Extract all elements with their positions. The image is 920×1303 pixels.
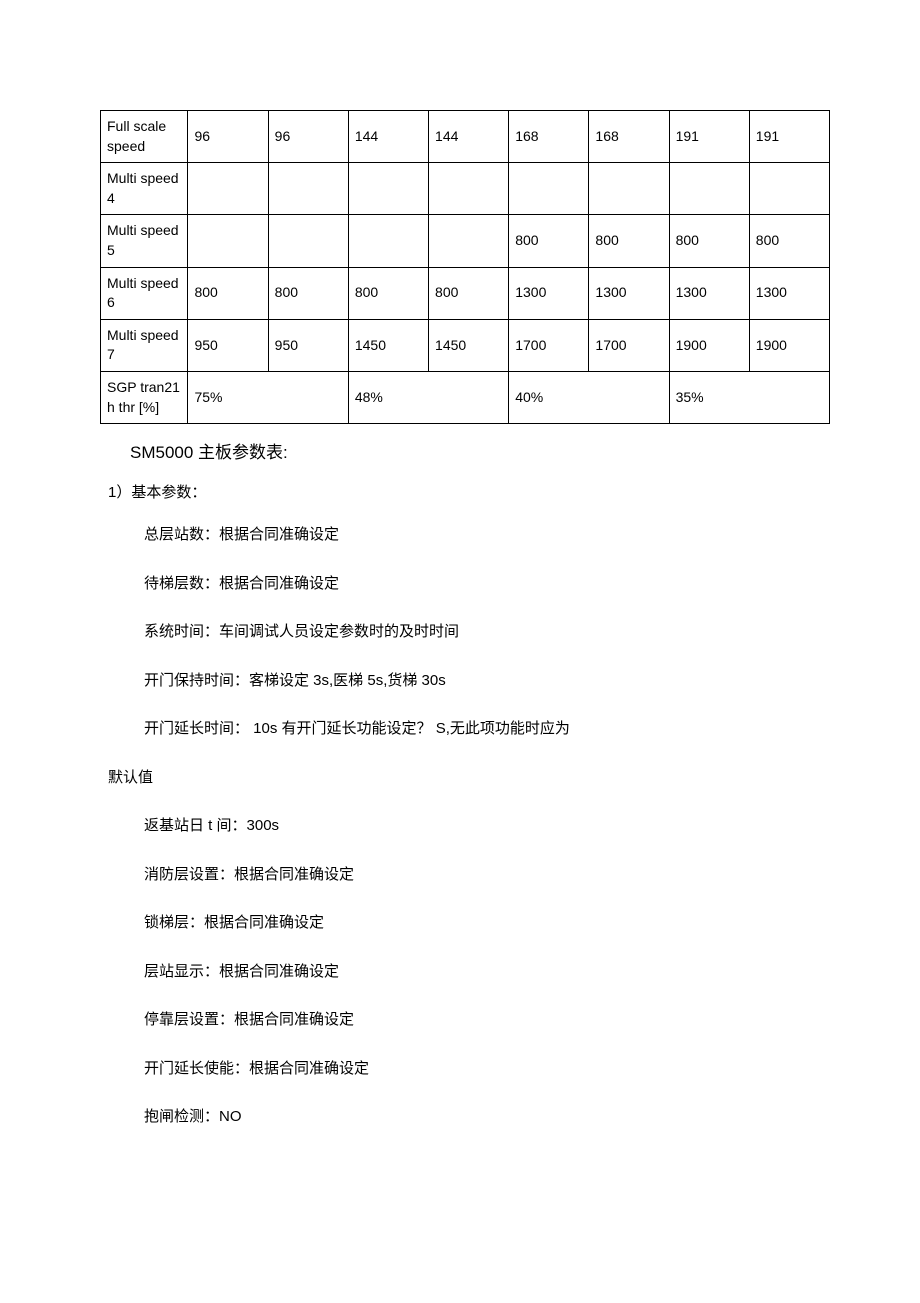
row-cell: 1300 [749, 267, 829, 319]
row-cell: 800 [509, 215, 589, 267]
row-label: Multi speed 4 [101, 163, 188, 215]
row-cell: 1450 [348, 319, 428, 371]
parameter-table: Full scale speed9696144144168168191191Mu… [100, 110, 830, 424]
row-cell: 800 [589, 215, 669, 267]
row-cell: 800 [268, 267, 348, 319]
row-cell [509, 163, 589, 215]
row-cell: 1300 [589, 267, 669, 319]
row-cell: 168 [589, 111, 669, 163]
row-cell [429, 163, 509, 215]
row-cell: 1700 [589, 319, 669, 371]
row-cell [348, 215, 428, 267]
subsection-heading: 1）基本参数： [108, 481, 830, 502]
row-cell [348, 163, 428, 215]
row-cell: 950 [188, 319, 268, 371]
param-line: 消防层设置：根据合同准确设定 [144, 864, 830, 887]
row-cell: 191 [669, 111, 749, 163]
row-cell: 1900 [749, 319, 829, 371]
param-line-continuation: 默认值 [108, 767, 830, 790]
row-cell [188, 163, 268, 215]
row-cell: 800 [749, 215, 829, 267]
row-cell: 1900 [669, 319, 749, 371]
row-cell: 96 [268, 111, 348, 163]
row-cell [589, 163, 669, 215]
row-cell: 1300 [509, 267, 589, 319]
row-cell [669, 163, 749, 215]
param-line: 总层站数：根据合同准确设定 [144, 524, 830, 547]
row-cell: 1450 [429, 319, 509, 371]
row-cell: 48% [348, 371, 508, 423]
param-line: 开门延长时间： 10s 有开门延长功能设定？ S,无此项功能时应为 [144, 718, 830, 741]
row-cell [429, 215, 509, 267]
row-cell: 1300 [669, 267, 749, 319]
row-cell: 144 [429, 111, 509, 163]
row-cell [268, 215, 348, 267]
row-cell: 800 [348, 267, 428, 319]
table-row: SGP tran21 h thr [%]75%48%40%35% [101, 371, 830, 423]
row-label: SGP tran21 h thr [%] [101, 371, 188, 423]
table-row: Multi speed 5800800800800 [101, 215, 830, 267]
param-line: 待梯层数：根据合同准确设定 [144, 573, 830, 596]
param-line: 开门保持时间：客梯设定 3s,医梯 5s,货梯 30s [144, 670, 830, 693]
row-cell: 191 [749, 111, 829, 163]
param-line: 系统时间：车间调试人员设定参数时的及时时间 [144, 621, 830, 644]
row-label: Multi speed 6 [101, 267, 188, 319]
row-cell: 96 [188, 111, 268, 163]
row-label: Multi speed 5 [101, 215, 188, 267]
param-line: 锁梯层：根据合同准确设定 [144, 912, 830, 935]
row-cell: 800 [429, 267, 509, 319]
row-label: Full scale speed [101, 111, 188, 163]
row-cell: 168 [509, 111, 589, 163]
table-row: Multi speed 4 [101, 163, 830, 215]
row-cell [188, 215, 268, 267]
row-cell: 144 [348, 111, 428, 163]
row-cell: 1700 [509, 319, 589, 371]
row-cell [268, 163, 348, 215]
table-row: Multi speed 6800800800800130013001300130… [101, 267, 830, 319]
row-label: Multi speed 7 [101, 319, 188, 371]
param-line: 开门延长使能：根据合同准确设定 [144, 1058, 830, 1081]
row-cell: 800 [669, 215, 749, 267]
row-cell: 35% [669, 371, 829, 423]
table-row: Full scale speed9696144144168168191191 [101, 111, 830, 163]
section-title: SM5000 主板参数表: [130, 438, 830, 463]
row-cell: 40% [509, 371, 669, 423]
row-cell: 75% [188, 371, 348, 423]
row-cell [749, 163, 829, 215]
param-line: 抱闸检测：NO [144, 1106, 830, 1129]
param-line: 停靠层设置：根据合同准确设定 [144, 1009, 830, 1032]
param-line: 层站显示：根据合同准确设定 [144, 961, 830, 984]
row-cell: 950 [268, 319, 348, 371]
row-cell: 800 [188, 267, 268, 319]
param-line: 返基站日 t 间：300s [144, 815, 830, 838]
table-row: Multi speed 7950950145014501700170019001… [101, 319, 830, 371]
